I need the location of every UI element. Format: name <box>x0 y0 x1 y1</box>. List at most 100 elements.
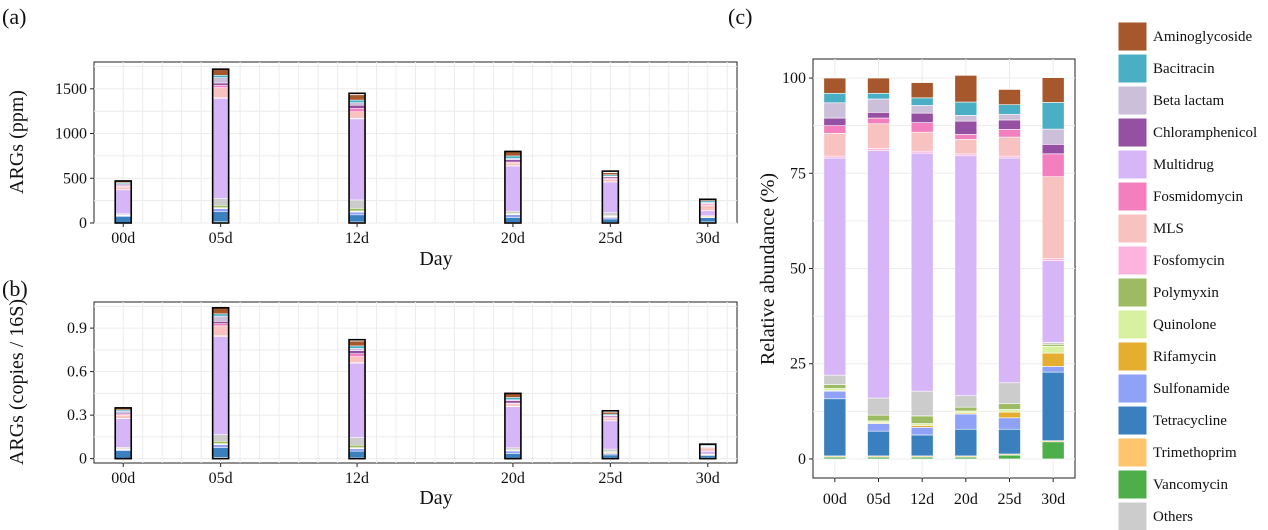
y-tick-label: 500 <box>63 170 87 187</box>
bar-segment-bacitracin <box>212 75 229 78</box>
bar-segment-aminoglycoside <box>998 89 1021 106</box>
bar-segment-others <box>348 199 366 209</box>
bar-segment-bacitracin <box>504 155 522 159</box>
bar-segment-beta-lactam <box>114 183 132 186</box>
bar-segment-aminoglycoside <box>823 77 847 94</box>
x-tick-label: 12d <box>910 491 934 508</box>
bar-segment-bacitracin <box>823 92 847 104</box>
bar-segment-aminoglycoside <box>212 307 229 315</box>
bar-segment-tetracycline <box>867 430 890 457</box>
bar-segment-mls <box>504 403 522 407</box>
x-tick-label: 25d <box>598 470 622 487</box>
bar-segment-multidrug <box>212 336 229 435</box>
bar-segment-tetracycline <box>348 450 366 458</box>
bar-segment-multidrug <box>348 118 366 201</box>
y-tick-label: 50 <box>790 261 806 278</box>
legend-swatch-multidrug <box>1117 149 1148 180</box>
y-tick-label: 0 <box>79 215 87 232</box>
bar-segment-sulfonamide <box>823 390 847 400</box>
x-tick-label: 30d <box>696 470 720 487</box>
bar-segment-beta-lactam <box>867 98 890 113</box>
bar-segment-multidrug <box>867 150 890 399</box>
bar-segment-polymyxin <box>998 403 1021 410</box>
legend-swatch-others <box>1117 501 1148 530</box>
x-tick-label: 00d <box>111 470 135 487</box>
bar-segment-others <box>348 437 366 446</box>
bar-segment-polymyxin <box>212 441 229 444</box>
bar-segment-chloramphenicol <box>1041 144 1065 155</box>
bar-segment-chloramphenicol <box>998 119 1021 130</box>
bar-segment-beta-lactam <box>348 102 366 106</box>
bar-segment-mls <box>867 123 890 149</box>
bar-segment-tetracycline <box>699 217 717 223</box>
bar-outline <box>698 443 717 460</box>
panel-c-ylabel: Relative abundance (%) <box>757 173 779 365</box>
y-tick-label: 0.9 <box>67 320 87 337</box>
panel-label-b: (b) <box>2 276 28 301</box>
bar-segment-tetracycline <box>954 428 978 457</box>
panel-a-xlabel: Day <box>419 248 452 270</box>
bar-segment-chloramphenicol <box>212 321 229 324</box>
bar-segment-aminoglycoside <box>1041 77 1065 103</box>
bar-segment-mls <box>348 356 366 363</box>
bar-segment-multidrug <box>699 210 717 216</box>
bar-segment-others <box>823 374 847 385</box>
panel-a: 0 500 1000 1500 00d 05d 12d 20d 25d 30d Day ARGs … <box>6 61 738 270</box>
legend-label: Aminoglycoside <box>1153 29 1252 45</box>
y-tick-label: 100 <box>782 70 806 87</box>
bar-segment-sulfonamide <box>504 214 522 218</box>
bar-segment-others <box>212 198 229 206</box>
bar-segment-fosmidomycin <box>998 129 1021 138</box>
bar-segment-others <box>212 434 229 442</box>
bar-segment-polymyxin <box>212 205 229 208</box>
panel-label-c: (c) <box>728 4 752 29</box>
bar-segment-fosmidomycin <box>212 323 229 327</box>
bar-segment-multidrug <box>114 189 132 215</box>
x-tick-label: 05d <box>209 230 233 247</box>
bar-segment-sulfonamide <box>348 448 366 452</box>
bar-segment-fosmidomycin <box>348 353 366 357</box>
bar-segment-fosmidomycin <box>910 122 934 133</box>
x-tick-label: 20d <box>501 230 525 247</box>
y-tick-label: 75 <box>790 165 806 182</box>
bar-segment-multidrug <box>998 157 1021 384</box>
bar-segment-aminoglycoside <box>602 411 619 415</box>
legend-swatch-sulfonamide <box>1117 373 1148 404</box>
bar-segment-tetracycline <box>348 214 366 223</box>
legend-swatch-chloramphenicol <box>1117 117 1148 148</box>
bar-segment-beta-lactam <box>910 105 934 114</box>
legend-label: Bacitracin <box>1153 61 1215 77</box>
bar-segment-sulfonamide <box>348 211 366 216</box>
legend-label: Trimethoprim <box>1153 445 1237 461</box>
bar-segment-tetracycline <box>504 453 522 459</box>
legend-label: Others <box>1153 509 1193 525</box>
bar-segment-polymyxin <box>910 415 934 424</box>
x-tick-label: 20d <box>954 491 978 508</box>
bar-segment-fosmidomycin <box>823 125 847 134</box>
bar-outline <box>348 338 366 460</box>
bar-segment-fosmidomycin <box>954 134 978 140</box>
bar-segment-fosmidomycin <box>212 85 229 88</box>
bar-segment-fosmidomycin <box>867 117 890 125</box>
bar-segment-tetracycline <box>823 398 847 457</box>
bar-segment-others <box>910 390 934 417</box>
bar-segment-sulfonamide <box>504 450 522 454</box>
bar-segment-multidrug <box>910 152 934 392</box>
y-tick-label: 25 <box>790 356 806 373</box>
bar-segment-chloramphenicol <box>348 350 366 354</box>
bar-outline <box>504 392 522 460</box>
bar-segment-aminoglycoside <box>954 75 978 103</box>
bar-segment-mls <box>602 417 619 421</box>
bar-segment-mls <box>910 131 934 152</box>
bar-segment-polymyxin <box>348 208 366 212</box>
bar-segment-beta-lactam <box>114 410 132 414</box>
bar-segment-aminoglycoside <box>348 94 366 101</box>
bar-segment-bacitracin <box>1041 102 1065 130</box>
legend-swatch-fosmidomycin <box>1117 181 1148 212</box>
bar-segment-polymyxin <box>954 406 978 412</box>
x-tick-label: 05d <box>867 491 891 508</box>
bar-segment-tetracycline <box>699 455 717 459</box>
bar-outline <box>601 409 620 460</box>
bar-segment-bacitracin <box>348 345 366 349</box>
